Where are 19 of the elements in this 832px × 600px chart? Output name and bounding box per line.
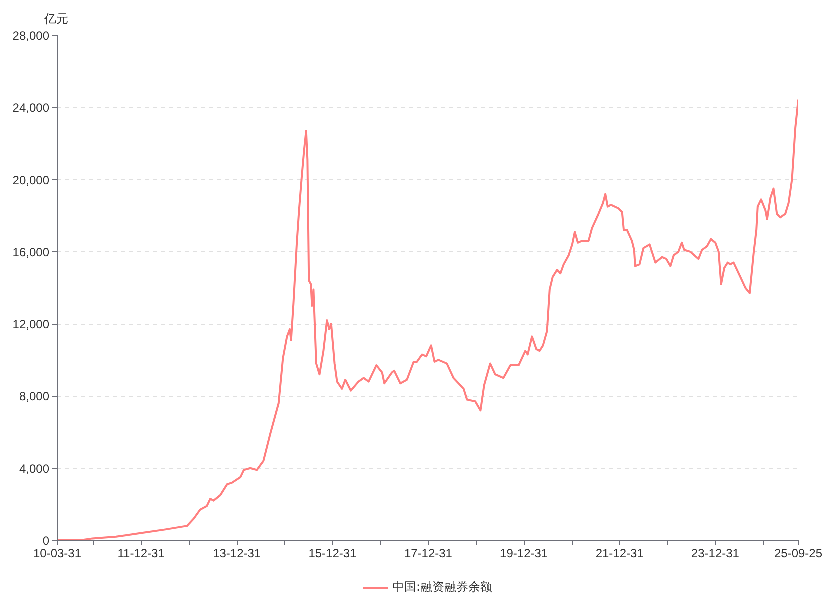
y-tick-label: 4,000 (19, 462, 50, 476)
x-tick-label: 19-12-31 (500, 546, 548, 560)
legend-label: 中国:融资融券余额 (392, 579, 493, 596)
y-tick-label: 24,000 (12, 101, 50, 116)
x-tick-label: 11-12-31 (118, 546, 166, 560)
x-tick-label: 25-09-25 (774, 546, 823, 560)
x-tick-label: 23-12-31 (691, 546, 740, 560)
y-tick-label: 12,000 (12, 318, 50, 332)
y-tick-label: 16,000 (12, 245, 50, 260)
y-tick-label: 0 (42, 534, 50, 548)
x-tick-label: 15-12-31 (308, 546, 358, 560)
y-tick-label: 28,000 (12, 29, 50, 43)
y-tick-label: 20,000 (12, 173, 50, 188)
x-tick-label: 17-12-31 (404, 546, 453, 560)
x-tick-label: 10-03-31 (33, 546, 82, 560)
y-axis-title: 亿元 (44, 12, 68, 26)
x-tick-label: 13-12-31 (213, 546, 262, 560)
y-tick-label: 8,000 (19, 390, 50, 404)
x-tick-label: 21-12-31 (596, 546, 644, 560)
